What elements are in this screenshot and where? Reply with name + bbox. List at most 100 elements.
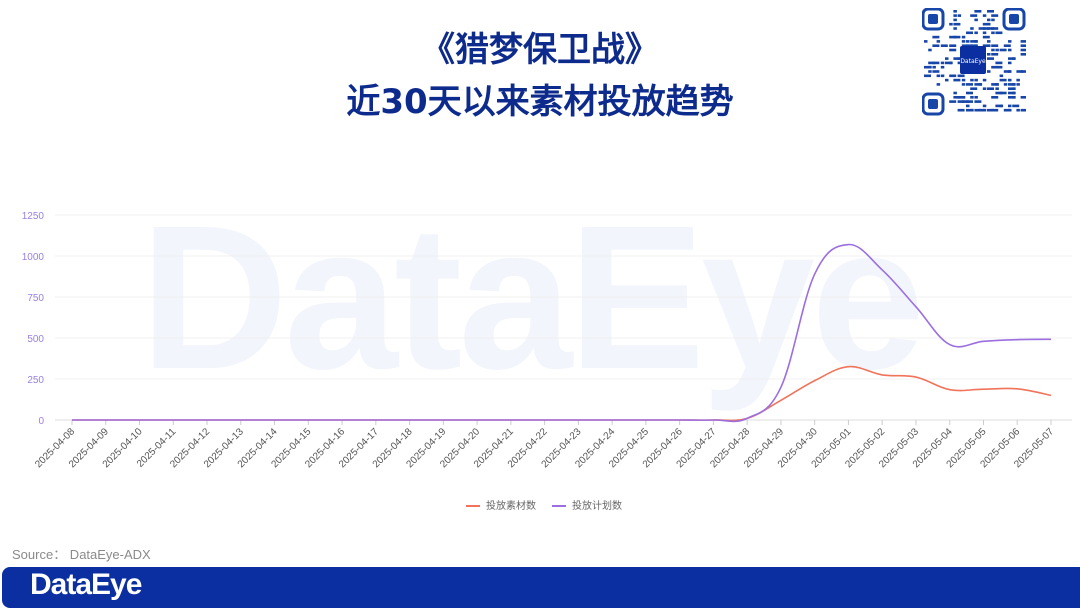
qr-finder <box>922 8 945 31</box>
qr-module <box>1008 91 1015 95</box>
qr-module <box>978 83 983 86</box>
qr-module <box>970 14 978 17</box>
qr-module <box>957 57 962 60</box>
qr-module <box>924 65 931 69</box>
qr-module <box>999 78 1007 82</box>
qr-module <box>987 10 994 13</box>
qr-module <box>1012 91 1016 95</box>
qr-module <box>982 27 990 30</box>
qr-module <box>987 18 991 22</box>
qr-module <box>957 74 965 78</box>
qr-module <box>1003 44 1011 47</box>
qr-module <box>1020 48 1026 52</box>
qr-module <box>1012 87 1016 90</box>
qr-logo <box>960 46 986 74</box>
qr-module <box>974 44 978 47</box>
qr-module <box>966 44 973 47</box>
qr-module <box>928 70 932 73</box>
line-chart: 0250500750100012502025-04-082025-04-0920… <box>22 211 1072 470</box>
page-title: 《猎梦保卫战》 <box>421 30 659 70</box>
qr-module <box>1003 83 1008 86</box>
qr-module <box>936 40 941 43</box>
qr-module <box>932 61 940 65</box>
qr-module <box>957 96 965 99</box>
qr-module <box>982 22 990 26</box>
qr-module <box>987 57 994 60</box>
qr-module <box>945 78 949 82</box>
qr-module <box>1008 57 1015 60</box>
qr-module <box>1008 108 1012 112</box>
qr-module <box>1008 78 1012 82</box>
qr-module <box>966 108 973 112</box>
qr-module <box>1008 40 1012 43</box>
qr-module <box>974 18 978 22</box>
qr-module <box>1012 96 1016 99</box>
qr-module <box>953 10 957 13</box>
qr-module <box>1016 70 1024 73</box>
qr-module <box>970 78 974 82</box>
qr-module <box>953 14 957 17</box>
qr-module <box>949 100 957 103</box>
qr-module <box>991 108 999 112</box>
qr-module <box>1008 61 1012 65</box>
qr-module <box>995 83 999 86</box>
qr-module <box>961 83 966 86</box>
qr-module <box>949 35 957 39</box>
qr-module <box>999 91 1007 95</box>
qr-module <box>1008 104 1012 108</box>
qr-module <box>974 31 978 35</box>
qr-module <box>953 27 957 30</box>
qr-module <box>940 61 945 65</box>
qr-module <box>991 48 995 52</box>
qr-module <box>974 40 978 43</box>
qr-module <box>991 31 995 35</box>
source-note: Source： DataEye-ADX <box>12 547 151 562</box>
qr-module <box>970 108 974 112</box>
qr-module <box>953 35 961 39</box>
qr-module <box>970 40 978 43</box>
qr-module <box>928 61 936 65</box>
qr-module <box>982 14 987 17</box>
qr-module <box>949 61 953 65</box>
qr-module <box>991 44 999 47</box>
qr-module <box>924 74 931 78</box>
qr-module <box>995 61 1003 65</box>
qr-module <box>1020 53 1026 56</box>
qr-module <box>1020 70 1026 73</box>
qr-module <box>1003 108 1011 112</box>
legend-label: 投放计划数 <box>572 501 622 512</box>
series-line-2 <box>71 243 1052 423</box>
qr-module <box>991 53 999 56</box>
qr-module <box>949 48 957 52</box>
qr-module <box>995 91 1003 95</box>
qr-module <box>995 87 999 90</box>
qr-module <box>957 14 962 17</box>
qr-module <box>1008 83 1015 86</box>
qr-module <box>970 96 974 99</box>
qr-module <box>1016 83 1020 86</box>
qr-module <box>961 44 969 47</box>
qr-module <box>953 78 961 82</box>
qr-module <box>945 57 949 60</box>
qr-module <box>999 104 1004 108</box>
y-tick-label: 500 <box>27 334 44 345</box>
legend-item[interactable]: 投放计划数 <box>552 497 622 512</box>
qr-module <box>1016 108 1020 112</box>
qr-module <box>961 35 966 39</box>
qr-module <box>940 74 945 78</box>
qr-module <box>970 87 978 90</box>
legend-item[interactable]: 投放素材数 <box>466 497 536 512</box>
qr-module <box>995 31 1003 35</box>
qr-module <box>961 78 966 82</box>
series-line-1 <box>71 365 1052 422</box>
qr-module <box>991 83 999 86</box>
qr-module <box>1012 57 1016 60</box>
qr-module <box>953 91 957 95</box>
qr-module <box>987 22 991 26</box>
qr-finder-center <box>928 14 938 24</box>
qr-module <box>978 27 986 30</box>
qr-module <box>940 65 945 69</box>
y-tick-label: 0 <box>38 416 44 427</box>
qr-module <box>1008 48 1012 52</box>
qr-finder <box>1002 8 1026 31</box>
